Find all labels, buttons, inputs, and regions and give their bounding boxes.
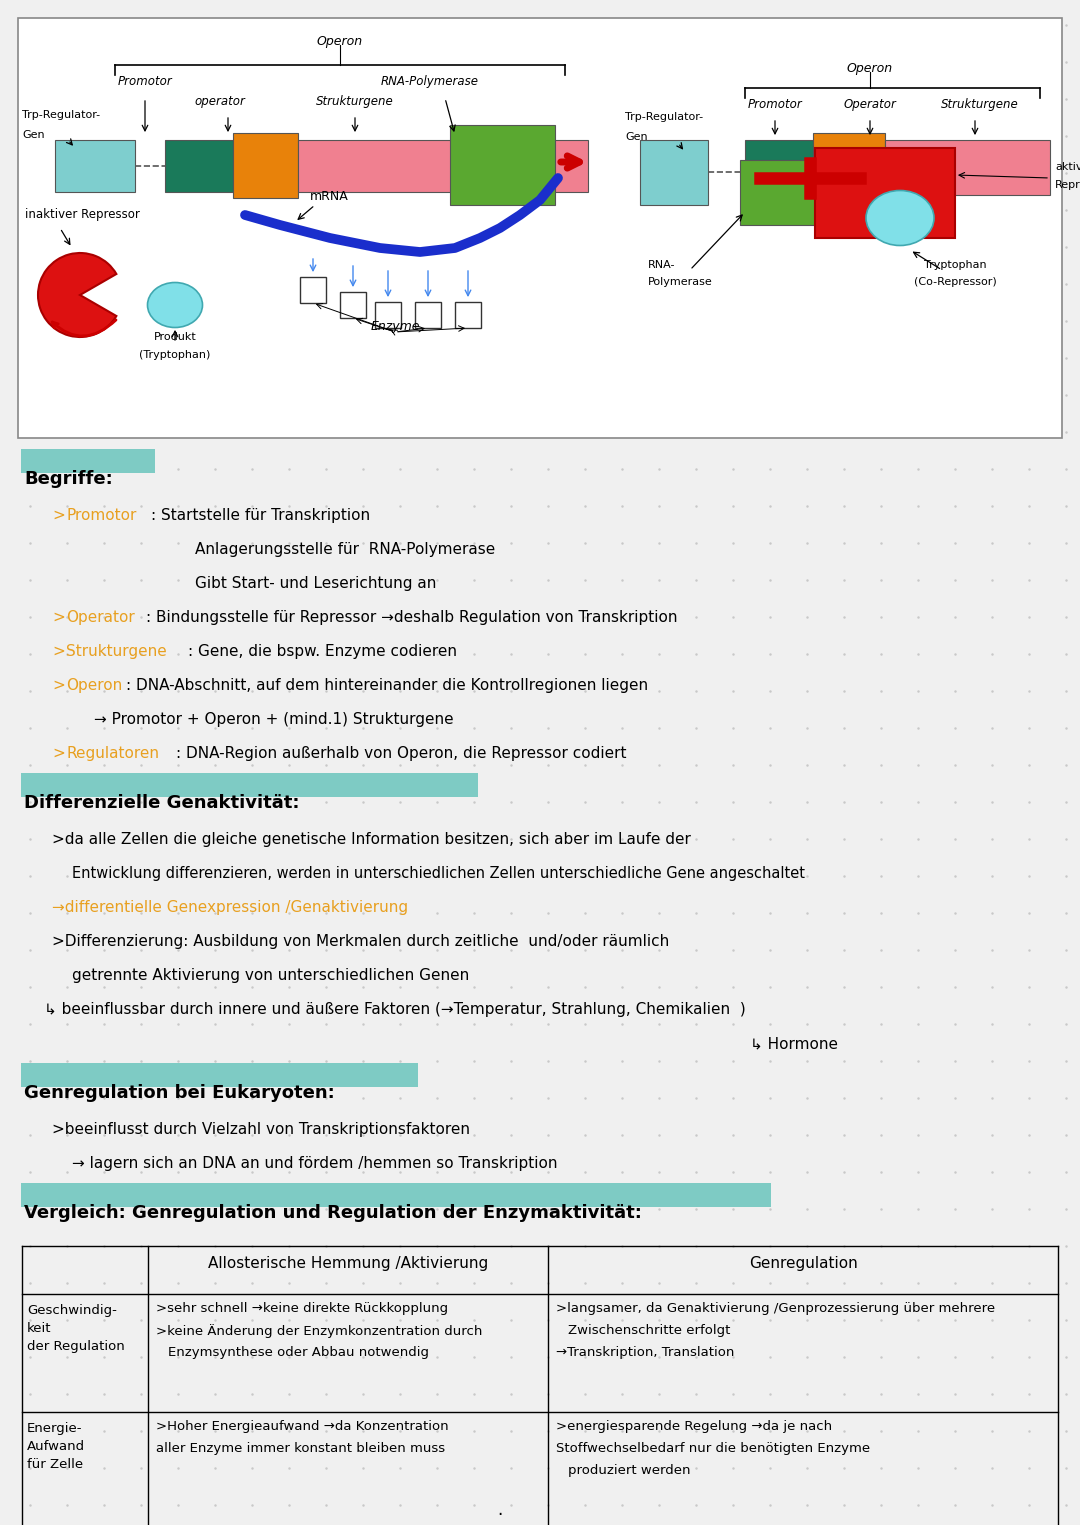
Text: : Bindungsstelle für Repressor →deshalb Regulation von Transkription: : Bindungsstelle für Repressor →deshalb … — [146, 610, 677, 625]
Text: >langsamer, da Genaktivierung /Genprozessierung über mehrere: >langsamer, da Genaktivierung /Genprozes… — [556, 1302, 995, 1315]
Text: Aufwand: Aufwand — [27, 1440, 85, 1453]
Text: >da alle Zellen die gleiche genetische Information besitzen, sich aber im Laufe : >da alle Zellen die gleiche genetische I… — [52, 833, 691, 846]
Ellipse shape — [866, 191, 934, 246]
FancyBboxPatch shape — [740, 160, 855, 226]
Text: RNA-Polymerase: RNA-Polymerase — [381, 75, 480, 88]
Text: Operon: Operon — [847, 63, 893, 75]
Text: Differenzielle Genaktivität:: Differenzielle Genaktivität: — [24, 795, 299, 811]
Text: Energie-: Energie- — [27, 1421, 82, 1435]
Text: Promotor: Promotor — [66, 508, 136, 523]
Text: : Gene, die bspw. Enzyme codieren: : Gene, die bspw. Enzyme codieren — [188, 644, 457, 659]
Text: : Startstelle für Transkription: : Startstelle für Transkription — [151, 508, 370, 523]
Text: aller Enzyme immer konstant bleiben muss: aller Enzyme immer konstant bleiben muss — [156, 1443, 445, 1455]
FancyBboxPatch shape — [165, 140, 233, 192]
FancyBboxPatch shape — [415, 302, 441, 328]
Text: Repressor: Repressor — [1055, 180, 1080, 191]
Text: inaktiver Repressor: inaktiver Repressor — [25, 207, 140, 221]
Text: (Tryptophan): (Tryptophan) — [139, 351, 211, 360]
Text: Polymerase: Polymerase — [648, 278, 713, 287]
Text: Zwischenschritte erfolgt: Zwischenschritte erfolgt — [568, 1324, 730, 1337]
Text: >: > — [52, 746, 65, 761]
FancyBboxPatch shape — [640, 140, 708, 204]
Text: Gen: Gen — [22, 130, 44, 140]
Text: →Transkription, Translation: →Transkription, Translation — [556, 1347, 734, 1359]
FancyBboxPatch shape — [300, 278, 326, 303]
Text: Operator: Operator — [843, 98, 896, 111]
Text: Allosterische Hemmung /Aktivierung: Allosterische Hemmung /Aktivierung — [207, 1257, 488, 1270]
Text: Regulatoren: Regulatoren — [66, 746, 159, 761]
Text: (Co-Repressor): (Co-Repressor) — [914, 278, 997, 287]
Text: Gen: Gen — [625, 133, 648, 142]
Text: Trp-Regulator-: Trp-Regulator- — [22, 110, 100, 120]
Text: Enzymsynthese oder Abbau notwendig: Enzymsynthese oder Abbau notwendig — [168, 1347, 429, 1359]
FancyBboxPatch shape — [21, 448, 156, 473]
Text: Operator: Operator — [66, 610, 135, 625]
Wedge shape — [38, 253, 117, 337]
Text: >energiesparende Regelung →da je nach: >energiesparende Regelung →da je nach — [556, 1420, 832, 1434]
FancyBboxPatch shape — [298, 140, 588, 192]
Text: >Hoher Energieaufwand →da Konzentration: >Hoher Energieaufwand →da Konzentration — [156, 1420, 448, 1434]
Text: operator: operator — [194, 95, 245, 108]
Text: >keine Änderung der Enzymkonzentration durch: >keine Änderung der Enzymkonzentration d… — [156, 1324, 483, 1337]
Text: Produkt: Produkt — [153, 332, 197, 342]
FancyBboxPatch shape — [450, 125, 555, 204]
FancyBboxPatch shape — [375, 302, 401, 328]
Text: : DNA-Region außerhalb von Operon, die Repressor codiert: : DNA-Region außerhalb von Operon, die R… — [176, 746, 626, 761]
FancyBboxPatch shape — [340, 291, 366, 319]
Text: Geschwindig-: Geschwindig- — [27, 1304, 117, 1318]
Text: Begriffe:: Begriffe: — [24, 470, 112, 488]
Text: Trp-Regulator-: Trp-Regulator- — [625, 111, 703, 122]
Text: Tryptophan: Tryptophan — [923, 259, 986, 270]
Text: → Promotor + Operon + (mind.1) Strukturgene: → Promotor + Operon + (mind.1) Strukturg… — [94, 712, 454, 727]
Text: : DNA-Abschnitt, auf dem hintereinander die Kontrollregionen liegen: : DNA-Abschnitt, auf dem hintereinander … — [126, 679, 648, 692]
Text: >: > — [52, 644, 65, 659]
Text: der Regulation: der Regulation — [27, 1340, 125, 1353]
Ellipse shape — [148, 282, 203, 328]
FancyBboxPatch shape — [813, 133, 885, 201]
FancyBboxPatch shape — [233, 133, 298, 198]
Text: Operon: Operon — [66, 679, 122, 692]
FancyBboxPatch shape — [885, 140, 1050, 195]
Text: >: > — [52, 679, 65, 692]
FancyBboxPatch shape — [55, 140, 135, 192]
FancyBboxPatch shape — [455, 302, 481, 328]
Text: >beeinflusst durch Vielzahl von Transkriptionsfaktoren: >beeinflusst durch Vielzahl von Transkri… — [52, 1122, 470, 1138]
Text: >: > — [52, 508, 65, 523]
Text: ↳ Hormone: ↳ Hormone — [750, 1035, 838, 1051]
Text: mRNA: mRNA — [310, 191, 349, 203]
Text: Vergleich: Genregulation und Regulation der Enzymaktivität:: Vergleich: Genregulation und Regulation … — [24, 1205, 642, 1222]
Text: Genregulation bei Eukaryoten:: Genregulation bei Eukaryoten: — [24, 1084, 335, 1103]
Text: Anlagerungsstelle für  RNA-Polymerase: Anlagerungsstelle für RNA-Polymerase — [195, 541, 496, 557]
Text: .: . — [498, 1501, 502, 1519]
Text: →differentielle Genexpression /Genaktivierung: →differentielle Genexpression /Genaktivi… — [52, 900, 408, 915]
Text: Gibt Start- und Leserichtung an: Gibt Start- und Leserichtung an — [195, 576, 436, 592]
Text: getrennte Aktivierung von unterschiedlichen Genen: getrennte Aktivierung von unterschiedlic… — [72, 968, 469, 984]
Text: Enzyme: Enzyme — [370, 320, 420, 332]
Text: Stoffwechselbedarf nur die benötigten Enzyme: Stoffwechselbedarf nur die benötigten En… — [556, 1443, 870, 1455]
Text: Operon: Operon — [316, 35, 363, 47]
Text: → lagern sich an DNA an und fördem /hemmen so Transkription: → lagern sich an DNA an und fördem /hemm… — [72, 1156, 557, 1171]
Text: Strukturgene: Strukturgene — [316, 95, 394, 108]
Text: Strukturgene: Strukturgene — [941, 98, 1018, 111]
Text: Promotor: Promotor — [747, 98, 802, 111]
Text: Strukturgene: Strukturgene — [66, 644, 166, 659]
Text: produziert werden: produziert werden — [568, 1464, 690, 1478]
FancyBboxPatch shape — [815, 148, 955, 238]
Text: RNA-: RNA- — [648, 259, 675, 270]
Text: aktiver: aktiver — [1055, 162, 1080, 172]
Text: >: > — [52, 610, 65, 625]
Text: Entwicklung differenzieren, werden in unterschiedlichen Zellen unterschiedliche : Entwicklung differenzieren, werden in un… — [72, 866, 805, 881]
Text: >Differenzierung: Ausbildung von Merkmalen durch zeitliche  und/oder räumlich: >Differenzierung: Ausbildung von Merkmal… — [52, 933, 670, 949]
FancyBboxPatch shape — [21, 1063, 418, 1087]
Text: ↳ beeinflussbar durch innere und äußere Faktoren (→Temperatur, Strahlung, Chemik: ↳ beeinflussbar durch innere und äußere … — [44, 1002, 746, 1017]
Text: keit: keit — [27, 1322, 52, 1334]
Text: Promotor: Promotor — [118, 75, 173, 88]
FancyBboxPatch shape — [21, 1183, 771, 1206]
FancyBboxPatch shape — [745, 140, 813, 195]
Text: für Zelle: für Zelle — [27, 1458, 83, 1472]
FancyBboxPatch shape — [21, 773, 478, 798]
Text: Genregulation: Genregulation — [748, 1257, 858, 1270]
Text: >sehr schnell →keine direkte Rückkopplung: >sehr schnell →keine direkte Rückkopplun… — [156, 1302, 448, 1315]
FancyBboxPatch shape — [18, 18, 1062, 438]
